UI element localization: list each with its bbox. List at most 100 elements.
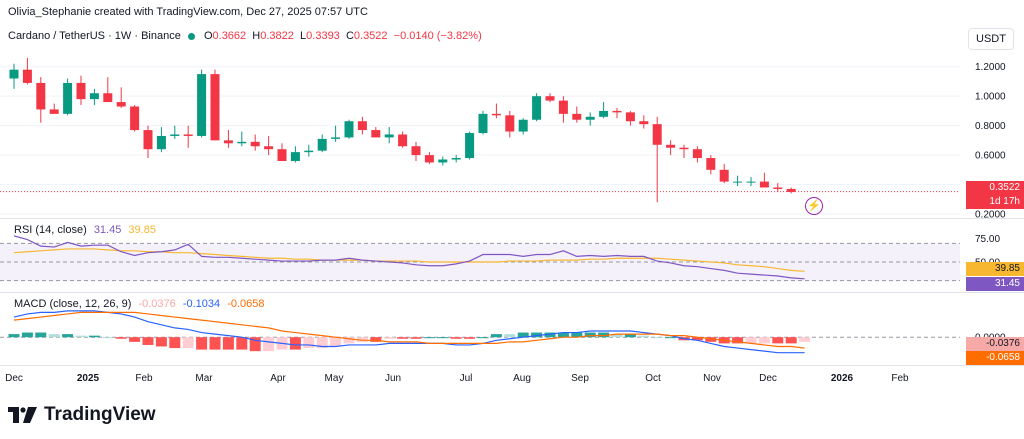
- macd-histogram-bar: [222, 337, 234, 350]
- macd-histogram-bar: [423, 337, 435, 339]
- macd-legend[interactable]: MACD (close, 12, 26, 9) -0.0376 -0.1034 …: [14, 298, 265, 310]
- candle-body: [371, 130, 381, 138]
- macd-histogram-bar: [330, 337, 342, 347]
- macd-histogram-bar: [356, 337, 368, 342]
- ohlc-low-label: L: [300, 30, 307, 42]
- last-price-pill: 0.3522 1d 17h: [966, 181, 1024, 209]
- time-tick-label: 2025: [77, 373, 100, 384]
- price-tick-label: 1.2000: [975, 62, 1006, 73]
- candle-body: [532, 96, 542, 120]
- symbol-legend[interactable]: Cardano / TetherUS · 1W · Binance O0.366…: [8, 30, 482, 42]
- candle-body: [706, 158, 716, 170]
- candle-body: [652, 124, 662, 145]
- macd-histogram-bar: [450, 337, 462, 339]
- time-tick-label: Jul: [460, 373, 473, 384]
- macd-histogram-bar: [611, 334, 623, 338]
- tradingview-logo[interactable]: TradingView: [8, 404, 156, 426]
- macd-histogram-bar: [88, 335, 100, 338]
- candle-body: [585, 116, 595, 120]
- macd-histogram-bar: [343, 337, 355, 344]
- candle-body: [210, 74, 220, 141]
- time-tick-label: May: [325, 373, 344, 384]
- candle-body: [156, 135, 166, 150]
- macd-title: MACD (close, 12, 26, 9): [14, 298, 132, 310]
- ohlc-change: −0.0140 (−3.82%): [393, 30, 482, 42]
- macd-histogram-bar: [584, 332, 596, 338]
- candle-body: [170, 134, 180, 136]
- price-tick-label: 0.8000: [975, 121, 1006, 132]
- candle-body: [411, 146, 421, 156]
- rsi-ma-pill: 39.85: [966, 262, 1024, 276]
- macd-histogram-bar: [638, 335, 650, 338]
- candle-body: [36, 82, 46, 110]
- price-tick-label: 0.2000: [975, 210, 1006, 221]
- market-status-dot: [187, 32, 195, 40]
- candle-body: [277, 149, 287, 161]
- macd-signal-value: -0.0658: [227, 298, 265, 310]
- candle-body: [558, 100, 568, 114]
- pane-divider-price[interactable]: [0, 218, 1024, 219]
- candle-body: [264, 146, 274, 150]
- macd-signal-pill: -0.0658: [966, 351, 1024, 365]
- candle-body: [344, 121, 354, 138]
- macd-histogram-bar: [517, 332, 529, 338]
- macd-histogram-bar: [571, 332, 583, 338]
- symbol-name[interactable]: Cardano / TetherUS · 1W · Binance: [8, 30, 181, 42]
- candle-body: [130, 106, 140, 131]
- rsi-line: [13, 235, 805, 280]
- macd-histogram-bar: [129, 337, 141, 342]
- bar-countdown: 1d 17h: [989, 196, 1020, 207]
- time-tick-label: Aug: [513, 373, 531, 384]
- time-tick-label: Dec: [759, 373, 777, 384]
- candle-body: [625, 112, 635, 122]
- macd-histogram-bar: [624, 334, 636, 338]
- ohlc-high: 0.3822: [260, 30, 294, 42]
- macd-histogram-bar: [316, 337, 328, 349]
- candle-body: [250, 141, 260, 147]
- macd-histogram-bar: [397, 337, 409, 339]
- pane-divider-macd[interactable]: [0, 365, 1024, 366]
- candle-body: [719, 169, 729, 182]
- rsi-ma-line: [13, 248, 805, 272]
- candle-body: [384, 134, 394, 138]
- pane-divider-rsi[interactable]: [0, 292, 1024, 293]
- macd-histogram-bar: [504, 334, 516, 338]
- chart-canvas[interactable]: 1.20001.00000.80000.60000.40000.200075.0…: [0, 0, 1024, 395]
- time-tick-label: Feb: [135, 373, 153, 384]
- candle-body: [612, 110, 622, 113]
- candle-body: [424, 155, 434, 163]
- price-tick-label: 0.6000: [975, 151, 1006, 162]
- macd-histogram-bar: [263, 337, 275, 352]
- candle-body: [317, 138, 327, 151]
- candle-body: [505, 115, 515, 132]
- candle-body: [116, 102, 126, 107]
- macd-histogram-bar: [249, 337, 261, 352]
- rsi-pane: [0, 235, 960, 282]
- candle-body: [22, 69, 32, 83]
- candle-body: [63, 82, 73, 114]
- macd-line-value: -0.1034: [182, 298, 221, 310]
- candle-body: [639, 121, 649, 125]
- macd-histogram-bar: [35, 332, 47, 338]
- brand-name: TradingView: [44, 404, 156, 425]
- currency-button[interactable]: USDT: [968, 28, 1014, 50]
- rsi-pill: 31.45: [966, 277, 1024, 291]
- macd-histogram-bar: [102, 337, 114, 339]
- candle-body: [599, 110, 609, 117]
- lightning-icon[interactable]: ⚡: [805, 197, 823, 215]
- macd-histogram-bar: [544, 332, 556, 338]
- candle-body: [89, 93, 99, 100]
- candle-body: [518, 119, 528, 132]
- time-tick-label: Oct: [645, 373, 661, 384]
- rsi-value: 31.45: [93, 224, 122, 236]
- macd-histogram-bar: [772, 337, 784, 344]
- macd-histogram-bar: [665, 337, 677, 339]
- rsi-legend[interactable]: RSI (14, close) 31.45 39.85: [14, 224, 156, 236]
- candle-body: [223, 140, 233, 144]
- macd-histogram-bar: [477, 337, 489, 339]
- macd-histogram-bar: [8, 334, 20, 338]
- macd-histogram-bar: [182, 337, 194, 349]
- candlestick-series: [0, 57, 960, 203]
- macd-histogram-bar: [169, 337, 181, 349]
- time-tick-label: Sep: [571, 373, 589, 384]
